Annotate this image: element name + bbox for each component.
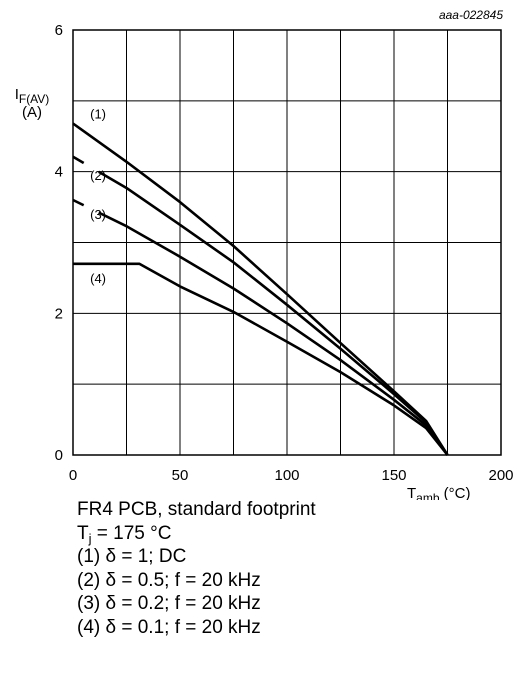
plot-frame: [72, 29, 502, 456]
x-tick-label: 200: [488, 467, 513, 484]
curve-gap: [82, 202, 100, 216]
curve-3: [72, 198, 449, 456]
curve-2: [72, 155, 449, 456]
x-tick-labels: 0 50 100 150 200: [69, 467, 514, 484]
caption-line-6: (4) δ = 0.1; f = 20 kHz: [77, 616, 261, 638]
caption-line-3: (1) δ = 1; DC: [77, 546, 187, 567]
curve-labels: (1) (2) (3) (4): [90, 107, 106, 286]
figure-id: aaa-022845: [439, 8, 503, 22]
chart: aaa-022845 0 50 100 150 200 0 2 4 6 (1) (2) (3) (4…: [15, 8, 514, 500]
y-tick-labels: 0 2 4 6: [55, 22, 63, 464]
y-axis-label: IF(AV): [15, 86, 50, 106]
curve-label: (1): [90, 107, 106, 122]
caption-line-1: FR4 PCB, standard footprint: [77, 499, 316, 520]
caption-line-5: (3) δ = 0.2; f = 20 kHz: [77, 593, 261, 614]
y-tick-label: 0: [55, 447, 63, 464]
y-tick-label: 2: [55, 305, 63, 322]
curve-4: [73, 262, 449, 456]
x-axis-label: Tamb (°C): [407, 485, 471, 500]
x-tick-label: 50: [172, 467, 189, 484]
curves: [72, 122, 449, 456]
y-tick-label: 6: [55, 22, 63, 39]
x-tick-label: 100: [274, 467, 299, 484]
caption-line-2: Tj = 175 °C: [77, 522, 172, 546]
curve-gap: [82, 160, 101, 175]
caption-line-4: (2) δ = 0.5; f = 20 kHz: [77, 569, 261, 591]
curve-label: (4): [90, 271, 106, 286]
y-axis-unit: (A): [22, 104, 42, 121]
x-tick-label: 150: [381, 467, 406, 484]
caption: FR4 PCB, standard footprint Tj = 175 °C …: [77, 498, 316, 639]
curve-1: [72, 122, 449, 456]
x-tick-label: 0: [69, 467, 77, 484]
grid: [72, 29, 502, 456]
curve-label: (2): [90, 168, 106, 183]
y-tick-label: 4: [55, 164, 63, 181]
curve-label: (3): [90, 207, 106, 222]
